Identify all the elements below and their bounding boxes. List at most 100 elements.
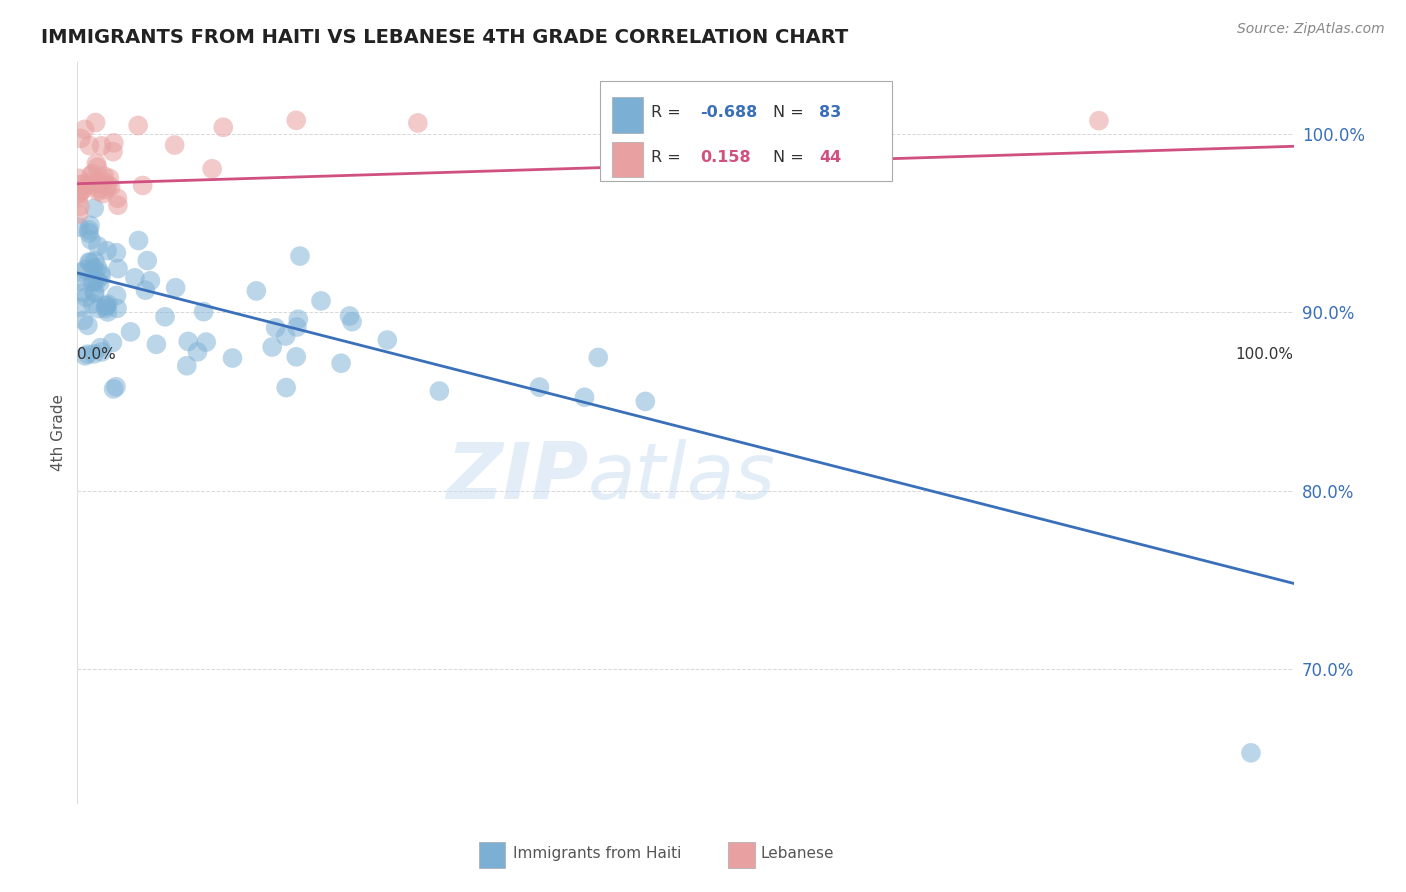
Bar (613, 97, 643, 133)
Point (330, 356, 353, 370)
Point (276, 380, 298, 394)
Point (87, 182, 110, 196)
Point (83, 285, 105, 300)
Point (72, 183, 94, 197)
Point (107, 261, 129, 276)
Point (97, 178, 120, 192)
Point (96, 299, 118, 313)
Point (94, 299, 117, 313)
Text: 83: 83 (820, 105, 841, 120)
Bar (478, 842, 505, 868)
Point (70, 131, 93, 145)
Point (406, 116, 429, 130)
Point (309, 293, 332, 308)
Point (72, 285, 94, 300)
Point (177, 334, 200, 349)
Point (287, 312, 309, 326)
Text: -0.688: -0.688 (700, 105, 758, 120)
Text: Immigrants from Haiti: Immigrants from Haiti (513, 846, 681, 861)
Point (104, 380, 127, 394)
Point (87, 301, 110, 316)
Point (90, 139, 112, 153)
Point (69, 301, 91, 315)
Point (69, 185, 91, 199)
Point (86, 176, 108, 190)
Point (101, 145, 124, 159)
Point (83, 201, 105, 215)
Point (86, 156, 108, 170)
Point (127, 119, 149, 133)
Point (70, 275, 93, 289)
Point (186, 344, 208, 359)
Text: 100.0%: 100.0% (1236, 347, 1294, 362)
Point (90, 176, 112, 190)
Point (176, 359, 198, 373)
Point (103, 136, 125, 150)
Point (93, 174, 115, 188)
Point (75, 349, 97, 363)
Point (87, 239, 110, 253)
Point (82, 297, 104, 311)
Point (90, 345, 112, 359)
Point (77, 176, 100, 190)
Point (262, 340, 284, 354)
Point (70, 265, 93, 279)
Point (82, 275, 104, 289)
Point (245, 284, 267, 298)
Point (79, 138, 101, 153)
Point (72, 178, 94, 192)
Text: N =: N = (773, 105, 804, 120)
Point (76, 347, 98, 361)
Text: Source: ZipAtlas.com: Source: ZipAtlas.com (1237, 22, 1385, 37)
Point (83, 261, 105, 276)
Point (90, 268, 112, 283)
Point (120, 325, 142, 339)
Point (285, 113, 308, 128)
Text: N =: N = (773, 150, 804, 165)
Point (128, 234, 150, 248)
Point (67, 207, 90, 221)
Point (77, 255, 100, 269)
Point (131, 178, 153, 193)
Point (83, 286, 105, 301)
Text: R =: R = (651, 150, 681, 165)
Point (1088, 113, 1111, 128)
Point (67, 191, 90, 205)
Point (124, 270, 146, 285)
Point (285, 320, 308, 334)
Point (105, 288, 128, 302)
Point (97, 305, 120, 319)
Point (94, 301, 117, 316)
Point (89, 276, 111, 290)
Text: 44: 44 (820, 150, 841, 165)
Point (89, 266, 111, 280)
Bar (728, 842, 755, 868)
Point (69, 199, 91, 213)
Point (136, 253, 159, 268)
Text: atlas: atlas (588, 439, 776, 515)
Point (221, 351, 243, 365)
Point (72, 313, 94, 327)
Point (96, 182, 118, 196)
Point (339, 309, 361, 323)
Point (69, 178, 91, 192)
Point (574, 390, 596, 404)
Text: ZIP: ZIP (446, 439, 588, 515)
Point (83, 347, 105, 361)
Point (288, 249, 311, 263)
Point (105, 245, 128, 260)
Point (93, 169, 115, 183)
Point (274, 329, 297, 343)
Point (134, 283, 156, 297)
Bar (613, 142, 643, 178)
Point (107, 198, 129, 212)
Point (1240, 746, 1263, 760)
Point (195, 334, 218, 349)
Point (145, 337, 167, 351)
Point (375, 333, 398, 347)
Point (529, 380, 551, 394)
Point (103, 382, 125, 396)
Point (86, 273, 108, 287)
Point (75, 290, 97, 304)
Point (80, 233, 103, 247)
